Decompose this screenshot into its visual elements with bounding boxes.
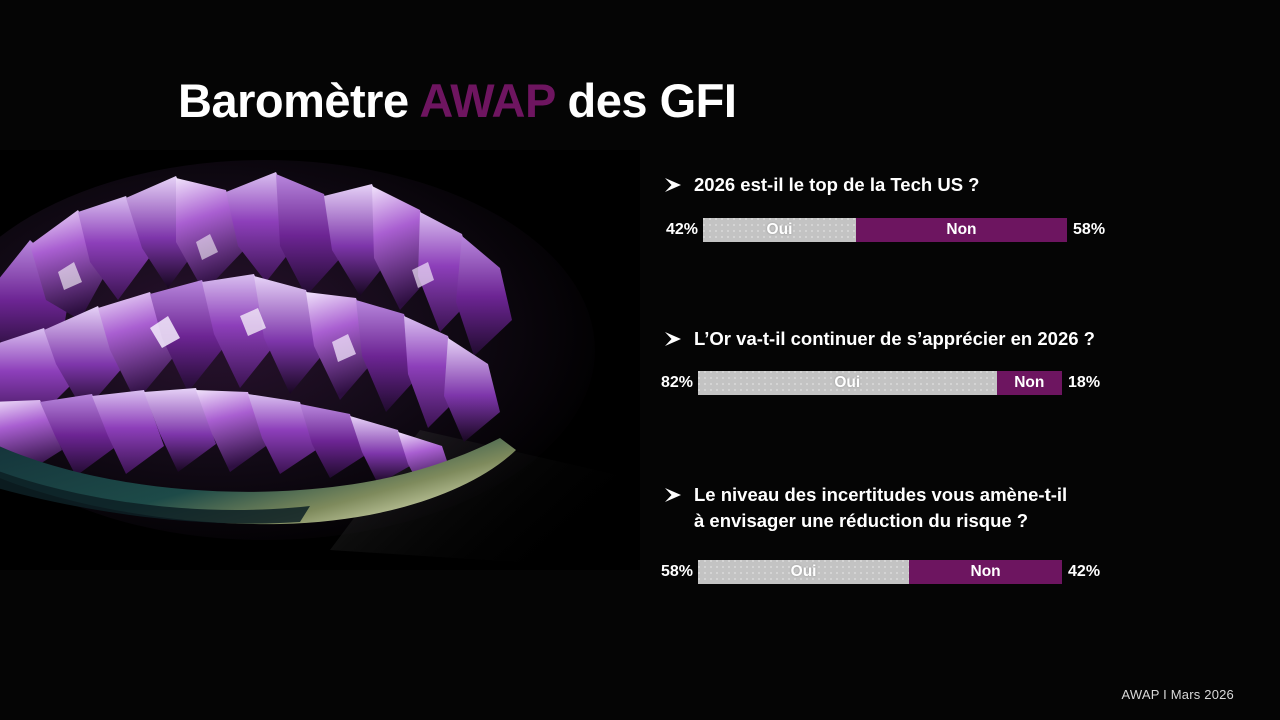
- amethyst-geode-photo: [0, 150, 640, 570]
- bar-segment-oui-2: Oui: [698, 371, 997, 395]
- question-text-3: Le niveau des incertitudes vous amène-t-…: [694, 484, 1068, 532]
- bar-segment-non-2: Non: [996, 371, 1063, 395]
- bar-left-pct-1: 42%: [666, 221, 699, 238]
- bar-track-3: Oui Non: [698, 560, 1063, 584]
- bar-row-2: 82% Oui Non 18%: [661, 371, 1100, 395]
- bar-left-pct-2: 82%: [661, 374, 694, 391]
- footer-caption: AWAP I Mars 2026: [1121, 687, 1234, 702]
- bar-track-2: Oui Non: [698, 371, 1063, 395]
- question-row: Le niveau des incertitudes vous amène-t-…: [662, 482, 1262, 535]
- question-text-2: L’Or va-t-il continuer de s’apprécier en…: [694, 328, 1095, 349]
- bar-segment-non-3: Non: [909, 560, 1063, 584]
- bar-left-pct-3: 58%: [661, 563, 694, 580]
- arrow-bullet-icon: [665, 178, 681, 192]
- bar-right-pct-3: 42%: [1068, 563, 1101, 580]
- question-block-3: Le niveau des incertitudes vous amène-t-…: [662, 482, 1262, 535]
- page-title: Baromètre AWAP des GFI: [178, 74, 737, 128]
- title-before: Baromètre: [178, 74, 420, 128]
- bar-segment-oui-3: Oui: [698, 560, 910, 584]
- geode-illustration: [0, 150, 640, 570]
- arrow-bullet-icon: [665, 488, 681, 502]
- bar-row-1: 42% Oui Non 58%: [666, 218, 1105, 242]
- question-block-2: L’Or va-t-il continuer de s’apprécier en…: [662, 326, 1262, 352]
- bar-row-3: 58% Oui Non 42%: [661, 560, 1100, 584]
- bar-track-1: Oui Non: [703, 218, 1068, 242]
- question-row: L’Or va-t-il continuer de s’apprécier en…: [662, 326, 1262, 352]
- bar-right-pct-2: 18%: [1068, 374, 1101, 391]
- title-accent: AWAP: [419, 74, 555, 128]
- question-row: 2026 est-il le top de la Tech US ?: [662, 172, 1262, 198]
- question-text-1: 2026 est-il le top de la Tech US ?: [694, 174, 980, 195]
- arrow-bullet-icon: [665, 332, 681, 346]
- bar-segment-oui-1: Oui: [703, 218, 856, 242]
- bar-right-pct-1: 58%: [1073, 221, 1106, 238]
- title-after: des GFI: [554, 74, 737, 128]
- bar-segment-non-1: Non: [855, 218, 1068, 242]
- question-block-1: 2026 est-il le top de la Tech US ?: [662, 172, 1262, 198]
